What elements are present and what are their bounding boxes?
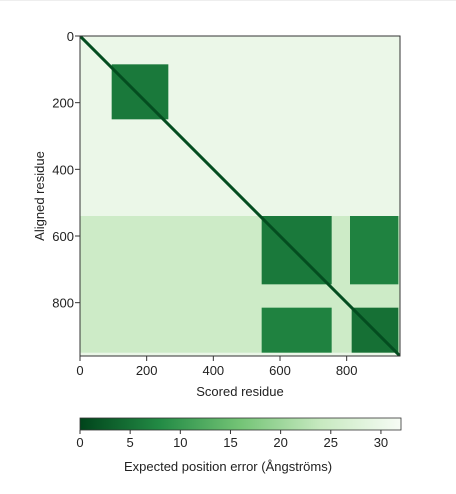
colorbar-tick-label: 0: [76, 435, 83, 450]
colorbar-tick-label: 15: [223, 435, 237, 450]
region-domain-3-to-2: [350, 216, 399, 285]
region-diagonal: [80, 36, 400, 356]
x-tick-label: 600: [269, 363, 291, 378]
colorbar-tick-label: 20: [273, 435, 287, 450]
x-axis: 0 200 400 600 800: [76, 356, 358, 378]
plot-frame: [79, 35, 401, 357]
colorbar-tick-label: 30: [374, 435, 388, 450]
y-axis: 0 200 400 600 800: [52, 29, 80, 311]
x-tick-label: 400: [202, 363, 224, 378]
x-axis-title: Scored residue: [196, 384, 283, 399]
colorbar-tick-label: 25: [324, 435, 338, 450]
colorbar-tick-label: 10: [173, 435, 187, 450]
y-tick-label: 0: [67, 29, 74, 44]
y-axis-title: Aligned residue: [32, 151, 47, 241]
region-domain-2-to-3: [261, 307, 332, 353]
y-tick-label: 200: [52, 96, 74, 111]
colorbar: [79, 417, 402, 431]
region-N-terminal-linker: [80, 216, 400, 353]
colorbar-tick-label: 5: [127, 435, 134, 450]
y-tick-label: 600: [52, 229, 74, 244]
y-tick-label: 400: [52, 162, 74, 177]
top-divider: [0, 0, 456, 1]
x-tick-label: 0: [76, 363, 83, 378]
x-tick-label: 200: [136, 363, 158, 378]
region-domain-1: [111, 64, 169, 120]
colorbar-ticks: 0 5 10 15 20 25 30: [76, 430, 388, 450]
y-tick-label: 800: [52, 296, 74, 311]
x-tick-label: 800: [336, 363, 358, 378]
colorbar-label: Expected position error (Ångströms): [123, 459, 333, 474]
heatmap-area: [80, 36, 400, 356]
